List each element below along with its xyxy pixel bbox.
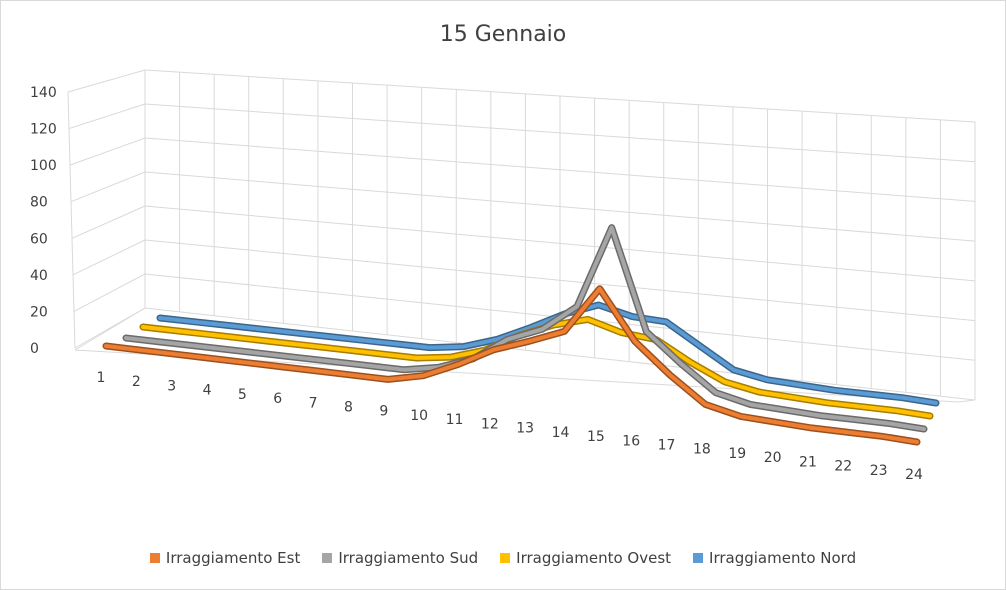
legend-item: Irraggiamento Sud <box>322 549 478 567</box>
y-tick-label: 20 <box>30 304 48 320</box>
x-axis-ticks: 1 2 3 4 5 6 7 8 9 10 11 12 13 14 15 16 17 18 19 20 21 22 23 24 <box>97 370 923 483</box>
x-tick-label: 2 <box>132 374 141 390</box>
y-tick-label: 40 <box>30 268 48 284</box>
y-axis-ticks: 0 20 40 60 80 100 120 140 <box>30 85 57 357</box>
y-tick-label: 0 <box>30 341 39 357</box>
gridline-horizontal <box>144 69 976 123</box>
x-tick-label: 10 <box>410 408 428 424</box>
legend-item: Irraggiamento Ovest <box>500 549 671 567</box>
legend-label: Irraggiamento Nord <box>709 549 857 567</box>
x-tick-label: 23 <box>870 463 888 479</box>
gridline-horizontal <box>144 205 976 282</box>
chart-title: 15 Gennaio <box>439 22 567 47</box>
legend-item: Irraggiamento Nord <box>693 549 856 567</box>
gridline-horizontal <box>144 137 976 202</box>
x-tick-label: 15 <box>587 429 605 445</box>
gridline-side <box>70 171 146 203</box>
gridline-horizontal <box>144 307 976 401</box>
gridline-side <box>69 137 146 166</box>
gridline-side <box>68 103 146 130</box>
gridline-side <box>71 205 146 239</box>
legend-swatch <box>149 553 160 563</box>
x-tick-label: 6 <box>273 391 282 407</box>
floor-edge-left <box>74 307 146 351</box>
y-tick-label: 100 <box>30 158 57 174</box>
x-tick-label: 22 <box>834 459 852 475</box>
x-tick-label: 7 <box>309 395 318 411</box>
gridline-side <box>72 239 146 276</box>
x-tick-label: 18 <box>693 442 711 458</box>
x-tick-label: 9 <box>379 404 388 420</box>
x-tick-label: 24 <box>905 467 923 483</box>
side-wall-edge <box>67 91 76 349</box>
x-tick-label: 14 <box>552 425 570 441</box>
legend-label: Irraggiamento Sud <box>338 549 479 567</box>
y-tick-label: 60 <box>30 231 48 247</box>
legend-item: Irraggiamento Est <box>149 549 301 567</box>
x-tick-label: 11 <box>446 412 464 428</box>
gridline-side <box>73 273 146 312</box>
x-tick-label: 1 <box>97 370 106 386</box>
y-tick-label: 80 <box>30 195 48 211</box>
x-tick-label: 3 <box>167 378 176 394</box>
x-tick-label: 20 <box>764 450 782 466</box>
legend-swatch <box>322 553 333 563</box>
x-tick-label: 21 <box>799 454 817 470</box>
x-tick-label: 17 <box>658 437 676 453</box>
x-tick-label: 13 <box>516 421 534 437</box>
x-tick-label: 4 <box>203 383 212 399</box>
legend-label: Irraggiamento Ovest <box>516 549 672 567</box>
gridline-horizontal <box>144 239 976 322</box>
legend-label: Irraggiamento Est <box>165 549 301 567</box>
x-tick-label: 8 <box>344 400 353 416</box>
chart-walls <box>67 69 976 403</box>
x-tick-label: 16 <box>622 433 640 449</box>
gridline-side <box>67 69 146 93</box>
y-tick-label: 120 <box>30 122 57 138</box>
gridline-horizontal <box>144 103 976 163</box>
gridline-horizontal <box>144 171 976 242</box>
series-line-irraggiamento-sud <box>124 225 926 431</box>
x-tick-label: 5 <box>238 387 247 403</box>
legend: Irraggiamento Est Irraggiamento Sud Irragg… <box>0 549 1006 567</box>
legend-swatch <box>500 553 511 563</box>
x-tick-label: 12 <box>481 416 499 432</box>
x-tick-label: 19 <box>728 446 746 462</box>
series-line-irraggiamento-nord <box>158 303 938 405</box>
y-tick-label: 140 <box>30 85 57 101</box>
legend-swatch <box>693 553 704 563</box>
series-line-irraggiamento-est <box>104 286 919 444</box>
series-layer <box>102 224 940 446</box>
floor-edge-right <box>957 399 976 403</box>
